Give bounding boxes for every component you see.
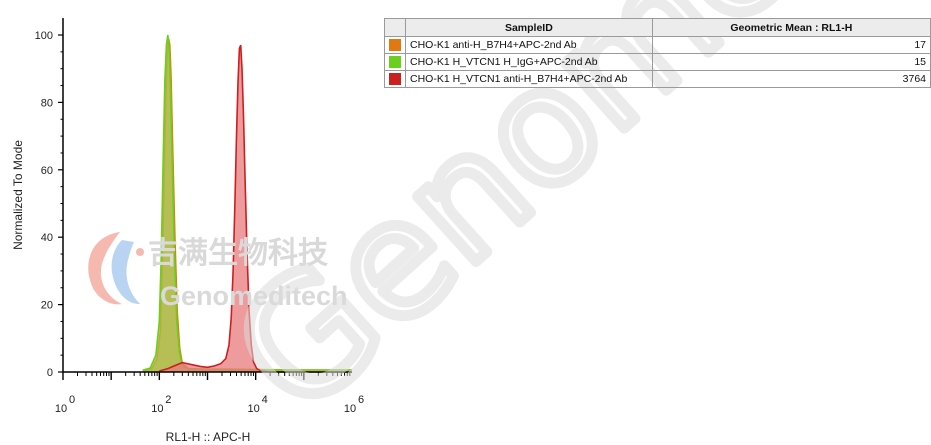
series-line-2 bbox=[159, 44, 352, 373]
series-area-2 bbox=[159, 45, 271, 372]
x-tick-label: 10 bbox=[344, 403, 356, 415]
legend-row: CHO-K1 H_VTCN1 anti-H_B7H4+APC-2nd Ab 37… bbox=[384, 70, 931, 88]
y-tick-label: 100 bbox=[35, 30, 53, 42]
y-tick-label: 20 bbox=[41, 300, 53, 312]
x-tick-exponent: 6 bbox=[358, 394, 364, 406]
x-tick-label: 10 bbox=[55, 403, 67, 415]
legend-swatch bbox=[389, 73, 401, 85]
legend-sample-label: CHO-K1 H_VTCN1 H_IgG+APC-2nd Ab bbox=[405, 53, 653, 71]
y-tick-label: 80 bbox=[41, 97, 53, 109]
legend-swatch bbox=[389, 56, 401, 68]
legend-table: SampleID Geometric Mean : RL1-H CHO-K1 a… bbox=[384, 18, 931, 88]
legend-header-swatch bbox=[384, 18, 406, 37]
x-tick-label: 10 bbox=[248, 403, 260, 415]
legend-row: CHO-K1 H_VTCN1 H_IgG+APC-2nd Ab 15 bbox=[384, 53, 931, 71]
legend-row: CHO-K1 anti-H_B7H4+APC-2nd Ab 17 bbox=[384, 36, 931, 54]
legend-sample-label: CHO-K1 H_VTCN1 anti-H_B7H4+APC-2nd Ab bbox=[405, 70, 653, 88]
x-axis-title: RL1-H :: APC-H bbox=[166, 430, 251, 444]
y-ticks: 0 20 40 60 80 100 bbox=[35, 30, 63, 379]
series-layer bbox=[142, 34, 352, 373]
series-area-1 bbox=[142, 35, 304, 372]
x-tick-label: 10 bbox=[151, 403, 163, 415]
axes bbox=[62, 18, 352, 373]
legend-swatch bbox=[389, 39, 401, 51]
legend-header-mean: Geometric Mean : RL1-H bbox=[651, 18, 931, 37]
x-tick-exponent: 2 bbox=[165, 394, 171, 406]
legend-sample-label: CHO-K1 anti-H_B7H4+APC-2nd Ab bbox=[405, 36, 653, 54]
y-axis-title: Normalized To Mode bbox=[11, 140, 25, 250]
legend-header-sample: SampleID bbox=[405, 18, 653, 37]
y-tick-label: 60 bbox=[41, 165, 53, 177]
x-tick-exponent: 0 bbox=[69, 394, 75, 406]
x-tick-exponent: 4 bbox=[262, 394, 268, 406]
legend-mean-value: 15 bbox=[651, 53, 931, 71]
y-tick-label: 40 bbox=[41, 232, 53, 244]
legend-mean-value: 17 bbox=[651, 36, 931, 54]
legend-header-row: SampleID Geometric Mean : RL1-H bbox=[384, 18, 931, 37]
legend-mean-value: 3764 bbox=[651, 70, 931, 88]
y-tick-label: 0 bbox=[47, 367, 53, 379]
